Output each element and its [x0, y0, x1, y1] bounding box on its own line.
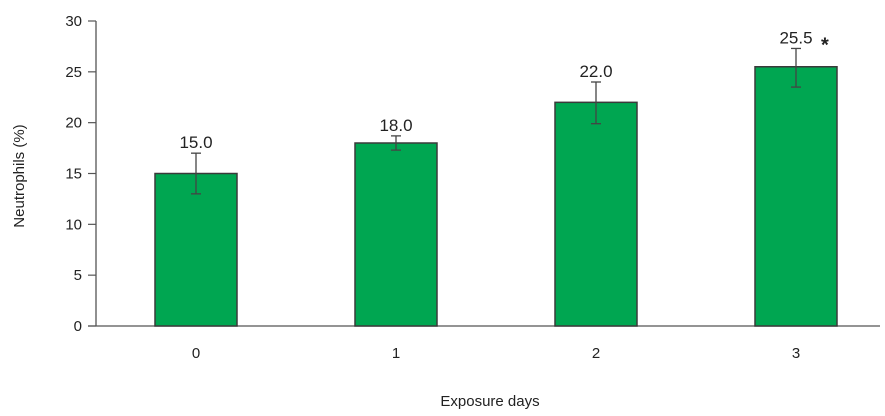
- y-tick-label: 15: [65, 166, 82, 183]
- significance-marker: *: [821, 34, 829, 56]
- data-label: 15.0: [179, 133, 212, 152]
- y-tick-label: 10: [65, 216, 82, 233]
- data-label: 25.5: [779, 28, 812, 47]
- x-axis-label: Exposure days: [440, 393, 539, 410]
- error-bars: [191, 47, 801, 195]
- bar: [754, 66, 838, 327]
- bar: [554, 101, 638, 327]
- y-tick-label: 20: [65, 115, 82, 132]
- x-tick-label: 2: [592, 345, 600, 362]
- data-labels: 15.0 18.0 22.0 25.5 *: [179, 28, 829, 152]
- y-tick-label: 0: [74, 318, 82, 335]
- x-tick-label: 0: [192, 345, 200, 362]
- bars: [154, 66, 838, 327]
- data-label: 22.0: [579, 62, 612, 81]
- bar: [154, 172, 238, 327]
- data-label: 18.0: [379, 116, 412, 135]
- y-tick-label: 25: [65, 64, 82, 81]
- y-axis: 0 5 10 15 20 25 30: [65, 13, 97, 335]
- y-tick-label: 30: [65, 13, 82, 30]
- y-axis-label: Neutrophils (%): [11, 124, 28, 227]
- x-tick-label: 3: [792, 345, 800, 362]
- y-tick-label: 5: [74, 267, 82, 284]
- x-axis: 0 1 2 3: [88, 325, 880, 362]
- bar: [354, 142, 438, 327]
- x-tick-label: 1: [392, 345, 400, 362]
